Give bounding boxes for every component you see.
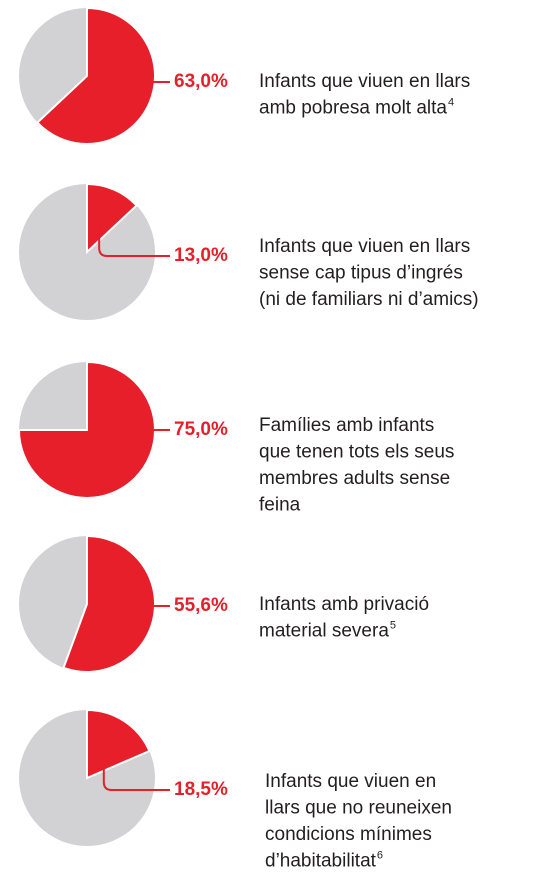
footnote-ref: 4 — [448, 96, 454, 108]
description-line: feina — [259, 495, 301, 516]
description-line: Infants amb privació — [259, 594, 429, 615]
description-line: amb pobresa molt alta — [259, 98, 447, 119]
description-line: llars que no reuneixen — [265, 798, 452, 819]
pie-group: 18,5% Infants que viuen en llars que no re… — [19, 708, 452, 872]
leader-line — [102, 752, 170, 791]
pie-group: 55,6% Infants amb privació material severa… — [19, 534, 429, 673]
pie-group: 75,0% Famílies amb infants que tenen tots … — [17, 360, 454, 516]
value-label: 75,0% — [174, 419, 228, 440]
description-line: (ni de familiars ni d’amics) — [259, 289, 479, 310]
description-line: sense cap tipus d’ingrés — [259, 263, 463, 284]
footnote-ref: 6 — [377, 849, 383, 861]
description-line: que tenen tots els seus — [259, 442, 454, 463]
pie-group: 13,0% Infants que viuen en llars sense cap… — [19, 182, 479, 320]
pie-slice — [62, 534, 156, 673]
pie-group: 63,0% Infants que viuen en llars amb pobre… — [19, 6, 470, 145]
pie-slice — [86, 708, 151, 780]
value-label: 18,5% — [174, 779, 228, 800]
description-line: d’habitabilitat — [265, 851, 377, 872]
description-line: Infants que viuen en llars — [259, 236, 470, 257]
pie-slice — [17, 360, 156, 499]
description-line: Famílies amb infants — [259, 415, 434, 436]
description-line: Infants que viuen en — [265, 771, 436, 792]
leader-line — [98, 223, 170, 257]
value-label: 63,0% — [174, 71, 228, 92]
pie-slice — [36, 6, 156, 145]
description-line: material severa — [259, 621, 389, 642]
description-line: condicions mínimes — [265, 824, 432, 845]
value-label: 55,6% — [174, 595, 228, 616]
description-line: Infants que viuen en llars — [259, 71, 470, 92]
footnote-ref: 5 — [390, 619, 396, 631]
description-line: membres adults sense — [259, 468, 450, 489]
value-label: 13,0% — [174, 245, 228, 266]
